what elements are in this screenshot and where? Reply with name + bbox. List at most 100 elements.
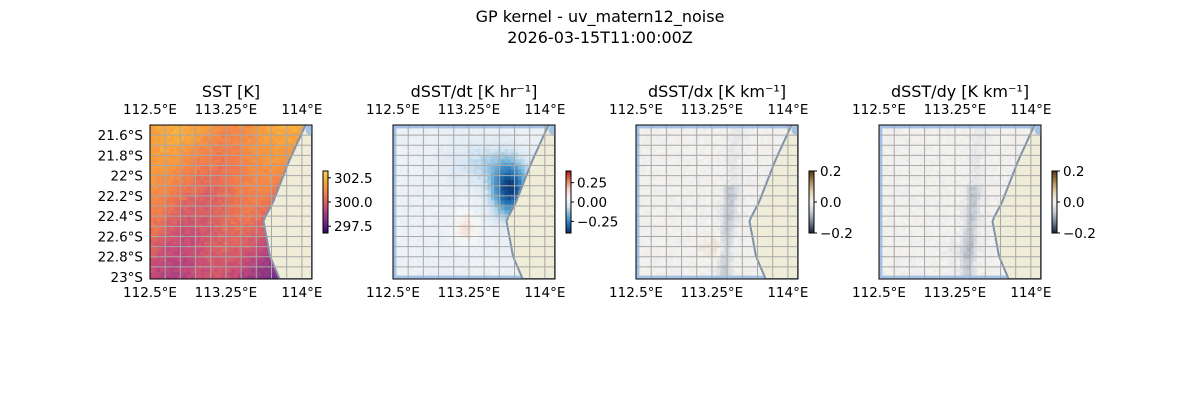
heatmap-cell	[447, 166, 451, 170]
heatmap-cell	[244, 172, 249, 177]
heatmap-cell	[463, 258, 468, 263]
heatmap-cell	[220, 248, 225, 252]
heatmap-cell	[642, 172, 647, 177]
heatmap-cell	[744, 142, 748, 146]
heatmap-cell	[440, 131, 444, 136]
heatmap-cell	[207, 183, 212, 187]
heatmap-cell	[683, 227, 687, 232]
heatmap-cell	[251, 138, 255, 143]
heatmap-cell	[416, 145, 421, 150]
heatmap-cell	[514, 162, 519, 167]
heatmap-cell	[403, 131, 407, 136]
heatmap-cell	[659, 125, 664, 129]
heatmap-cell	[480, 248, 485, 252]
heatmap-cell	[190, 227, 195, 232]
heatmap-cell	[261, 148, 266, 153]
heatmap-cell	[190, 258, 195, 263]
heatmap-cell	[264, 179, 269, 184]
heatmap-cell	[210, 258, 215, 263]
heatmap-cell	[430, 159, 434, 163]
heatmap-cell	[251, 131, 255, 136]
heatmap-cell	[183, 148, 188, 153]
heatmap-cell	[501, 145, 505, 150]
heatmap-cell	[234, 200, 239, 205]
heatmap-cell	[706, 138, 711, 143]
heatmap-cell	[177, 231, 181, 235]
heatmap-cell	[214, 125, 218, 129]
heatmap-cell	[177, 248, 181, 252]
heatmap-cell	[754, 152, 758, 157]
heatmap-cell	[396, 186, 401, 191]
heatmap-cell	[200, 258, 205, 263]
heatmap-cell	[642, 186, 647, 191]
heatmap-cell	[720, 190, 725, 194]
heatmap-cell	[403, 261, 407, 266]
heatmap-cell	[433, 220, 438, 225]
heatmap-cell	[268, 125, 272, 129]
heatmap-cell	[669, 186, 674, 191]
heatmap-cell	[723, 142, 728, 146]
heatmap-cell	[642, 207, 647, 211]
heatmap-cell	[460, 145, 465, 150]
island	[305, 125, 312, 135]
heatmap-cell	[220, 169, 225, 174]
heatmap-cell	[747, 152, 752, 157]
heatmap-cell	[720, 176, 725, 181]
heatmap-cell	[227, 179, 232, 184]
heatmap-cell	[200, 138, 205, 143]
heatmap-cell	[251, 152, 255, 157]
heatmap-cell	[480, 207, 485, 211]
heatmap-cell	[477, 275, 482, 279]
colorbar-segment	[566, 212, 571, 215]
heatmap-cell	[642, 210, 647, 215]
colorbar-segment	[566, 230, 571, 234]
heatmap-cell	[227, 138, 232, 143]
heatmap-cell	[413, 179, 417, 184]
heatmap-cell	[204, 128, 208, 133]
heatmap-cell	[453, 237, 458, 242]
heatmap-cell	[258, 176, 262, 181]
heatmap-cell	[244, 241, 249, 246]
heatmap-cell	[190, 268, 195, 273]
heatmap-cell	[713, 125, 718, 129]
colorbar-segment	[323, 208, 328, 211]
heatmap-cell	[683, 159, 687, 163]
heatmap-cell	[727, 142, 731, 146]
heatmap-cell	[166, 155, 171, 160]
heatmap-cell	[217, 237, 222, 242]
heatmap-cell	[727, 231, 731, 235]
heatmap-cell	[416, 241, 421, 246]
heatmap-cell	[214, 142, 218, 146]
heatmap-cell	[507, 248, 512, 252]
heatmap-cell	[433, 145, 438, 150]
heatmap-cell	[274, 131, 279, 136]
heatmap-cell	[231, 166, 235, 170]
heatmap-cell	[150, 138, 154, 143]
heatmap-cell	[153, 145, 158, 150]
heatmap-cell	[251, 220, 255, 225]
heatmap-cell	[474, 183, 478, 187]
heatmap-cell	[170, 217, 174, 222]
heatmap-cell	[730, 183, 735, 187]
heatmap-cell	[700, 138, 704, 143]
heatmap-cell	[663, 131, 667, 136]
heatmap-cell	[227, 193, 232, 198]
heatmap-cell	[420, 272, 424, 276]
colorbar-segment	[566, 195, 571, 199]
heatmap-cell	[443, 166, 448, 170]
heatmap-cell	[504, 148, 509, 153]
heatmap-cell	[754, 162, 758, 167]
heatmap-cell	[777, 125, 782, 129]
heatmap-cell	[663, 125, 667, 129]
heatmap-cell	[646, 176, 650, 181]
heatmap-cell	[663, 186, 667, 191]
heatmap-cell	[430, 131, 434, 136]
heatmap-cell	[274, 142, 279, 146]
heatmap-cell	[420, 237, 424, 242]
heatmap-cell	[470, 172, 475, 177]
heatmap-cell	[399, 162, 404, 167]
heatmap-cell	[210, 227, 215, 232]
heatmap-cell	[514, 176, 519, 181]
heatmap-cell	[227, 231, 232, 235]
heatmap-cell	[457, 200, 461, 205]
